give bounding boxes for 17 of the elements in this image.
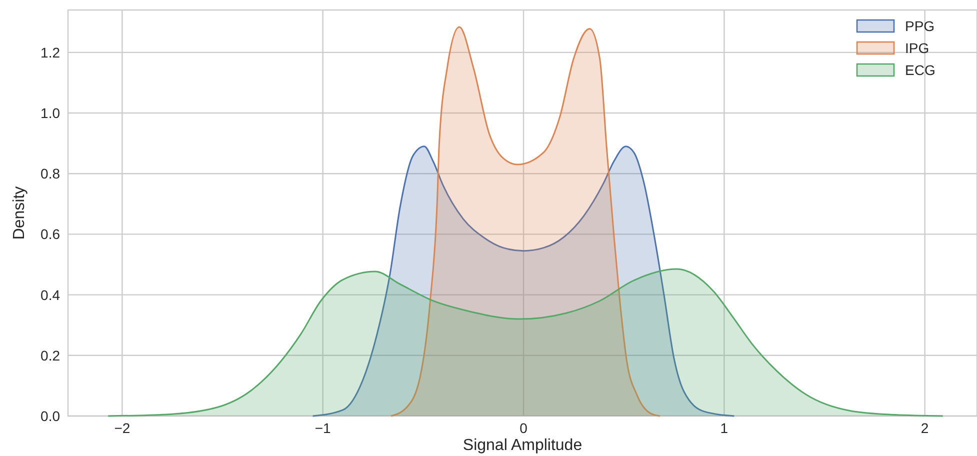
- y-tick-label: 0.0: [40, 408, 60, 424]
- x-tick-label: 0: [520, 420, 528, 436]
- x-axis-title: Signal Amplitude: [462, 437, 582, 454]
- x-tick-label: −1: [314, 420, 332, 436]
- y-tick-label: 1.0: [40, 105, 60, 122]
- x-tick-label: 1: [720, 420, 728, 436]
- y-tick-label: 0.8: [40, 166, 60, 182]
- y-tick-label: 0.4: [40, 286, 60, 303]
- x-tick-label: 2: [920, 420, 929, 436]
- legend-label: ECG: [905, 62, 936, 78]
- y-tick-label: 1.2: [40, 44, 60, 60]
- legend-label: IPG: [905, 40, 930, 56]
- y-tick-label: 0.6: [40, 226, 60, 242]
- legend-label: PPG: [905, 18, 935, 34]
- x-tick-label: −2: [114, 420, 130, 436]
- y-tick-label: 0.2: [40, 347, 60, 364]
- y-axis-title: Density: [11, 186, 28, 240]
